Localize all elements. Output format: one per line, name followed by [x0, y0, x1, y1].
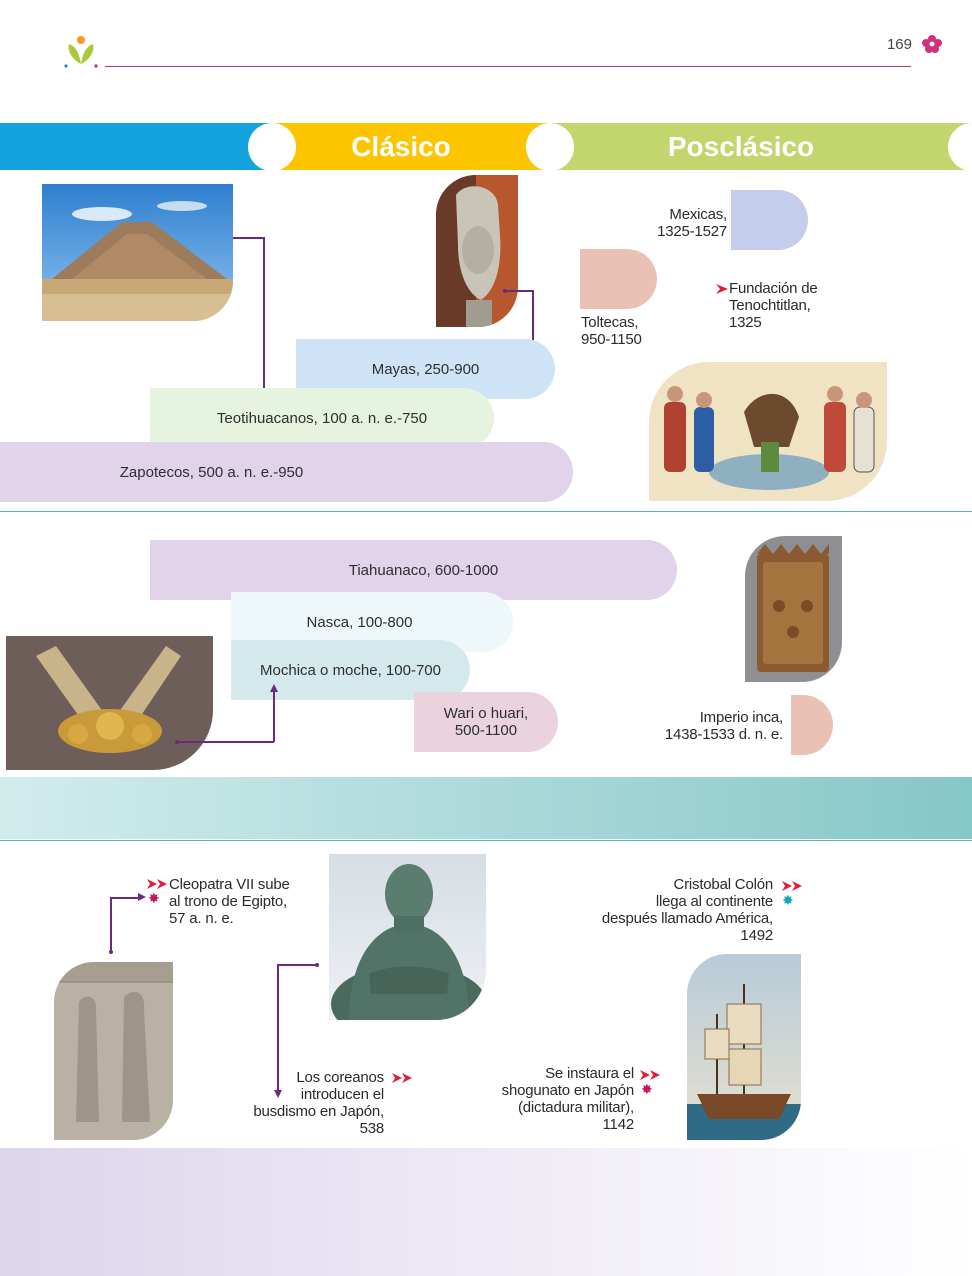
connector-pyramid-h	[233, 237, 264, 239]
double-arrow-icon	[782, 879, 804, 897]
mexicas-tab	[731, 190, 808, 250]
section-divider-1	[0, 511, 972, 512]
era-label-classic: Clásico	[351, 131, 451, 162]
shogunato-label: Se instaura el shogunato en Japón (dicta…	[501, 1065, 635, 1133]
connector-cleopatra-v	[110, 897, 112, 951]
inca-gold-plaque-image	[745, 536, 842, 682]
era-label-postclassic: Posclásico	[667, 131, 815, 162]
era-separator-1	[248, 123, 296, 171]
connector-cleopatra-h	[111, 897, 139, 899]
mexicas-label: Mexicas, 1325-1527	[657, 206, 727, 240]
header-rule	[105, 66, 911, 67]
asterisk-icon: ✸	[148, 890, 160, 906]
teotihuacanos-bar: Teotihuacanos, 100 a. n. e.-750	[150, 388, 494, 448]
connector-pyramid-v	[263, 237, 265, 397]
bottom-lilac-band	[0, 1148, 972, 1276]
connector-maya-v	[532, 290, 534, 344]
egyptian-relief-image	[54, 962, 173, 1140]
pyramid-of-the-sun-image	[42, 184, 233, 321]
caravel-ship-image	[687, 954, 801, 1140]
era-separator-2	[526, 123, 574, 171]
teotihuacanos-label: Teotihuacanos, 100 a. n. e.-750	[216, 409, 428, 427]
mochica-label: Mochica o moche, 100-700	[260, 661, 441, 679]
wari-label: Wari o huari, 500-1100	[443, 705, 529, 739]
connector-coreanos-v	[277, 964, 279, 1090]
mochica-gold-ornament-image	[6, 636, 213, 770]
inca-label: Imperio inca, 1438-1533 d. n. e.	[664, 709, 783, 743]
page-number: 169	[886, 36, 912, 53]
arrow-down-icon	[274, 1090, 282, 1098]
tenochtitlan-codex-image	[649, 362, 887, 501]
coreanos-label: Los coreanos introducen el busdismo en J…	[253, 1069, 384, 1137]
double-arrow-icon	[716, 283, 728, 298]
sprout-logo-icon	[63, 34, 99, 70]
connector-coreanos-h	[278, 964, 317, 966]
kamakura-buddha-image	[329, 854, 486, 1020]
section-divider-2	[0, 840, 972, 841]
asterisk-icon: ✸	[641, 1081, 653, 1097]
mayas-label: Mayas, 250-900	[371, 360, 480, 378]
nasca-label: Nasca, 100-800	[306, 613, 413, 631]
zapotecos-bar: Zapotecos, 500 a. n. e.-950	[0, 442, 573, 502]
connector-maya-h	[505, 290, 533, 292]
inca-tab	[791, 695, 833, 755]
tiahuanaco-label: Tiahuanaco, 600-1000	[348, 561, 499, 579]
connector-maya-dot	[503, 289, 507, 293]
zapotecos-label: Zapotecos, 500 a. n. e.-950	[119, 463, 304, 481]
double-arrow-icon	[147, 877, 169, 895]
connector-mochica-v	[273, 692, 275, 742]
asterisk-icon: ✸	[782, 892, 794, 908]
mochica-bar: Mochica o moche, 100-700	[231, 640, 470, 700]
colon-label: Cristobal Colón llega al continente desp…	[601, 876, 773, 944]
toltecas-tab	[580, 249, 657, 309]
era-band-classic: Clásico	[272, 123, 550, 170]
arrow-up-icon	[270, 684, 278, 692]
cleopatra-label: Cleopatra VII sube al trono de Egipto, 5…	[169, 876, 290, 927]
wari-bar: Wari o huari, 500-1100	[414, 692, 558, 752]
tiahuanaco-bar: Tiahuanaco, 600-1000	[150, 540, 677, 600]
connector-coreanos-dot	[315, 963, 319, 967]
era-band-postclassic: Posclásico	[550, 123, 972, 170]
double-arrow-icon	[392, 1071, 414, 1089]
teal-separator-band	[0, 777, 972, 839]
flower-icon	[920, 33, 944, 55]
maya-stucco-head-image	[436, 175, 518, 327]
connector-cleopatra-dot	[109, 950, 113, 954]
arrow-right-icon	[138, 893, 146, 901]
toltecas-label: Toltecas, 950-1150	[581, 314, 642, 348]
double-arrow-icon	[640, 1068, 662, 1086]
fundacion-tenochtitlan-label: Fundación de Tenochtitlan, 1325	[729, 280, 818, 331]
era-band-blue	[0, 123, 272, 170]
connector-mochica-h	[177, 741, 274, 743]
